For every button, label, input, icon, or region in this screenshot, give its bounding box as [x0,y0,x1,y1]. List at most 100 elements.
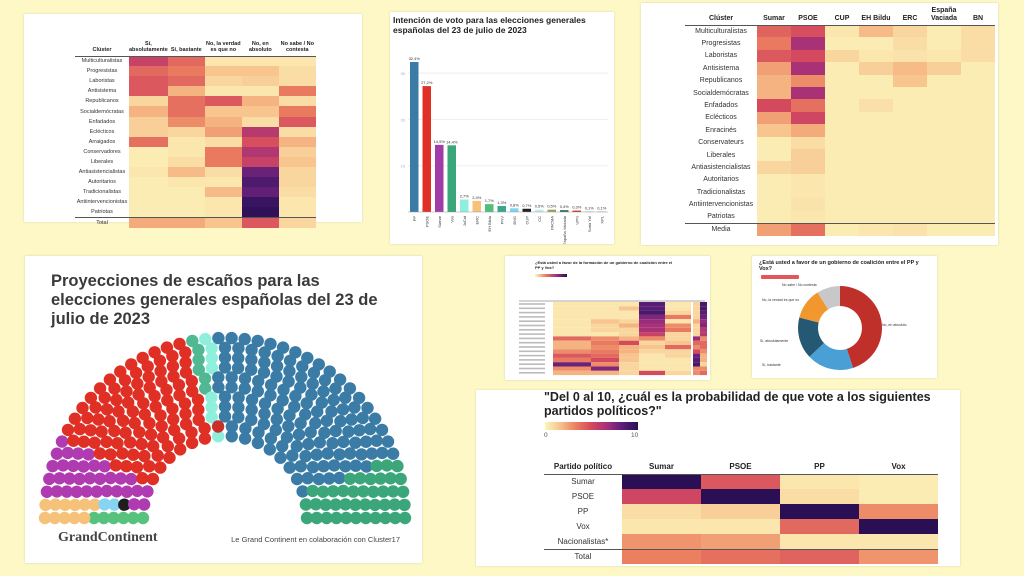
seat-sumar [56,459,70,472]
table-row: Patriotas [75,207,316,218]
heatmap-cell [622,548,701,564]
seat-pp [312,472,326,486]
row-label-placeholder [519,307,545,310]
heatmap-cell [591,332,619,337]
heatmap-cell [927,25,961,38]
seat-psoe [198,432,212,445]
heatmap-cell [927,161,961,174]
seat-pp [294,381,307,394]
seat-pp [251,334,264,348]
heatmap-cell [893,25,927,38]
seat-vox [384,472,397,485]
seat-psoe [93,382,107,395]
total-row: Total [75,216,316,228]
heatmap-cell [893,124,927,137]
data-label: 32,4% [409,56,421,61]
seat-pp [302,437,315,451]
heatmap-cell [757,161,791,174]
data-label: 1,3% [497,200,507,205]
heatmap-cell [639,353,665,358]
seat-pp [270,360,284,373]
data-label: 0,8% [510,202,520,207]
heatmap-cell [204,86,242,97]
category-label: ERC [474,216,479,225]
heatmap-cell [241,156,279,168]
table-row: Laboristas [685,49,995,63]
seat-psoe [185,426,198,439]
seat-pp [375,423,389,437]
heatmap-cell [204,126,242,137]
seat-pp [307,366,321,380]
heatmap-cell [639,332,665,337]
heatmap-cell [622,474,701,489]
slice-label: No sabe / No contesta [782,283,817,287]
bar [572,210,581,212]
heatmap-cell [278,146,316,157]
seat-psoe [146,472,160,486]
heatmap-cell [591,366,619,371]
heatmap-cell [129,167,168,178]
heatmap-cell [639,345,665,350]
row-label-placeholder [519,341,545,344]
seat-bng [98,498,111,511]
seat-psoe [143,460,156,473]
seat-ehbildu [117,511,130,525]
column-header: Sí, bastante [167,18,205,57]
heatmap-cell [665,323,691,328]
heatmap-cell [893,111,927,125]
heatmap-cell [622,534,701,549]
heatmap-cell [791,148,825,162]
heatmap-cell [167,96,205,107]
seat-psoe [163,451,176,464]
heatmap-cell [961,37,995,50]
seat-pp [328,459,341,472]
heatmap-cell [859,86,893,100]
seat-pp [225,430,238,443]
heatmap-cell [591,306,619,311]
seat-erc [48,511,61,525]
category-label: Sumar [437,215,442,227]
seat-pp [313,436,326,449]
corner-header: Clúster [685,5,757,26]
data-label: 0,3% [572,205,582,210]
heatmap-cell [757,25,791,38]
heatmap-cell [927,62,961,75]
heatmap-cell [893,173,927,187]
heatmap-cell [167,167,205,178]
heatmap-cell [619,314,639,320]
column-header: Sumar [622,450,701,475]
heatmap-cell [693,310,700,315]
row-label: Conservadores [83,148,121,155]
seat-vox [388,498,401,511]
seat-psoe [166,360,180,373]
seat-pp [270,413,283,426]
heatmap-cell [278,207,316,218]
seat-vox [349,498,362,511]
row-label: Enracinés [705,126,737,134]
heatmap-cell [859,136,893,149]
row-label: Eclécticos [705,114,737,122]
seat-pp [252,375,265,388]
seat-pnv [199,382,212,395]
heatmap-cell [757,136,791,149]
heatmap-cell [591,319,619,324]
heatmap-cell [204,207,242,218]
heatmap-cell [693,353,700,358]
heatmap-cell [757,124,791,137]
data-label: 1,7% [485,198,495,203]
row-label: Antisistema [87,88,117,95]
seat-psoe [110,393,123,407]
bar [472,200,481,212]
seat-psoe [68,412,82,425]
seat-pp [274,451,287,464]
heatmap-cell [757,186,791,199]
seat-pp [296,485,309,498]
heatmap-cell [701,534,780,549]
heatmap-cell [204,156,242,168]
heatmap-cell [278,187,316,198]
heatmap-cell [927,99,961,112]
heatmap-cell [693,340,700,345]
heatmap-cell [591,314,619,320]
seat-sumar [40,485,54,498]
seat-erc [38,511,52,525]
